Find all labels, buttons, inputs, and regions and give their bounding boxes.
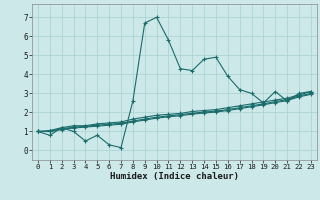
X-axis label: Humidex (Indice chaleur): Humidex (Indice chaleur) <box>110 172 239 181</box>
